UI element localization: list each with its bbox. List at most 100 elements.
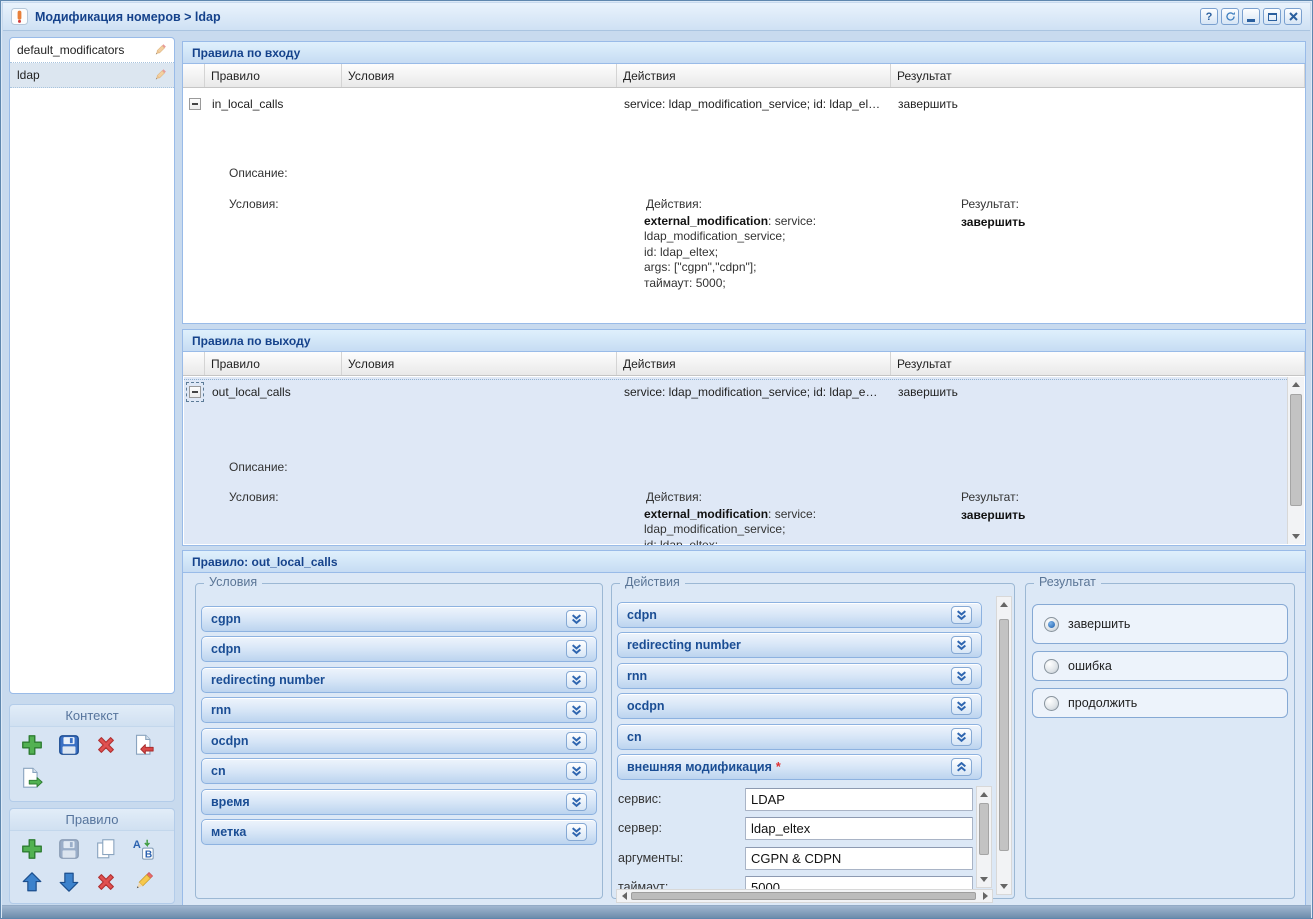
close-icon bbox=[1288, 12, 1298, 21]
table-row-selected[interactable]: out_local_calls service: ldap_modificati… bbox=[184, 379, 1287, 404]
action-bar-rnn[interactable]: rnn bbox=[617, 663, 982, 689]
save-context-button[interactable] bbox=[55, 731, 82, 758]
expand-chevron-icon[interactable] bbox=[951, 636, 972, 654]
move-down-button[interactable] bbox=[55, 868, 82, 895]
action-bar-redirecting-number[interactable]: redirecting number bbox=[617, 632, 982, 658]
expand-chevron-icon[interactable] bbox=[566, 640, 587, 658]
service-input[interactable] bbox=[745, 787, 973, 811]
column-header-actions[interactable]: Действия bbox=[617, 352, 891, 375]
edit-pencil-icon[interactable] bbox=[153, 68, 167, 82]
scroll-up-button[interactable] bbox=[1288, 377, 1304, 392]
radio-icon[interactable] bbox=[1044, 695, 1059, 711]
context-list: default_modificators ldap bbox=[9, 37, 175, 694]
condition-bar-rnn[interactable]: rnn bbox=[201, 697, 597, 723]
result-option-continue[interactable]: продолжить bbox=[1032, 688, 1288, 718]
help-button[interactable]: ? bbox=[1200, 8, 1218, 25]
refresh-button[interactable] bbox=[1221, 8, 1239, 25]
scroll-right-button[interactable] bbox=[978, 890, 992, 902]
import-context-button[interactable] bbox=[129, 731, 156, 758]
panel-rules-in: Правила по входу Правило Условия Действи… bbox=[182, 41, 1306, 324]
add-rule-button[interactable] bbox=[18, 835, 45, 862]
column-header-actions[interactable]: Действия bbox=[617, 64, 891, 87]
form-vertical-scrollbar[interactable] bbox=[976, 786, 992, 888]
actions-vertical-scrollbar[interactable] bbox=[996, 596, 1012, 895]
maximize-icon bbox=[1267, 12, 1277, 21]
expand-chevron-icon[interactable] bbox=[566, 701, 587, 719]
expand-chevron-icon[interactable] bbox=[951, 606, 972, 624]
expand-chevron-icon[interactable] bbox=[566, 762, 587, 780]
scroll-down-button[interactable] bbox=[977, 872, 991, 887]
rule-result-cell: завершить bbox=[898, 96, 958, 111]
expand-chevron-icon[interactable] bbox=[951, 728, 972, 746]
scrollbar-thumb[interactable] bbox=[1290, 394, 1302, 506]
detail-actions-label: Действия: bbox=[646, 490, 702, 504]
action-bar-ocdpn[interactable]: ocdpn bbox=[617, 693, 982, 719]
window-bottom-edge bbox=[2, 905, 1311, 918]
action-bar-external-modification[interactable]: внешняя модификация * bbox=[617, 754, 982, 780]
condition-bar-ocdpn[interactable]: ocdpn bbox=[201, 728, 597, 754]
radio-icon[interactable] bbox=[1044, 658, 1059, 674]
form-horizontal-scrollbar[interactable] bbox=[616, 889, 993, 903]
scrollbar-thumb[interactable] bbox=[631, 892, 976, 900]
delete-rule-button[interactable] bbox=[92, 868, 119, 895]
result-option-finish[interactable]: завершить bbox=[1032, 604, 1288, 644]
expand-chevron-icon[interactable] bbox=[951, 667, 972, 685]
radio-checked-icon[interactable] bbox=[1044, 616, 1059, 632]
server-input[interactable] bbox=[745, 816, 973, 840]
collapse-row-icon[interactable] bbox=[189, 386, 201, 398]
arguments-input[interactable] bbox=[745, 846, 973, 870]
condition-bar-cn[interactable]: cn bbox=[201, 758, 597, 784]
result-option-error[interactable]: ошибка bbox=[1032, 651, 1288, 681]
detail-description-label: Описание: bbox=[229, 460, 288, 474]
collapse-row-icon[interactable] bbox=[189, 97, 201, 110]
scroll-up-icon bbox=[1292, 382, 1300, 387]
expand-chevron-icon[interactable] bbox=[566, 671, 587, 689]
scroll-up-button[interactable] bbox=[997, 597, 1011, 612]
column-header-conditions[interactable]: Условия bbox=[342, 352, 617, 375]
maximize-button[interactable] bbox=[1263, 8, 1281, 25]
table-row[interactable]: in_local_calls service: ldap_modificatio… bbox=[184, 91, 1304, 116]
list-item-default-modificators[interactable]: default_modificators bbox=[10, 38, 174, 63]
column-header-result[interactable]: Результат bbox=[891, 64, 1305, 87]
expand-chevron-icon[interactable] bbox=[566, 732, 587, 750]
edit-pencil-icon[interactable] bbox=[153, 43, 167, 57]
action-bar-cdpn[interactable]: cdpn bbox=[617, 602, 982, 628]
add-context-button[interactable] bbox=[18, 731, 45, 758]
scroll-left-button[interactable] bbox=[617, 890, 631, 902]
expand-chevron-icon[interactable] bbox=[566, 823, 587, 841]
condition-bar-cdpn[interactable]: cdpn bbox=[201, 636, 597, 662]
scroll-down-button[interactable] bbox=[997, 879, 1011, 894]
column-header-conditions[interactable]: Условия bbox=[342, 64, 617, 87]
scroll-up-button[interactable] bbox=[977, 787, 991, 802]
edit-rule-button[interactable] bbox=[129, 868, 156, 895]
close-button[interactable] bbox=[1284, 8, 1302, 25]
save-rule-button[interactable] bbox=[55, 835, 82, 862]
condition-bar-label[interactable]: метка bbox=[201, 819, 597, 845]
expand-chevron-icon[interactable] bbox=[566, 610, 587, 628]
scroll-down-button[interactable] bbox=[1288, 529, 1304, 544]
expand-chevron-icon[interactable] bbox=[566, 793, 587, 811]
export-context-button[interactable] bbox=[18, 764, 45, 791]
scrollbar-thumb[interactable] bbox=[999, 619, 1009, 851]
fieldset-actions: Действия cdpn redirecting number rnn ocd… bbox=[611, 575, 1015, 903]
condition-bar-time[interactable]: время bbox=[201, 789, 597, 815]
import-icon bbox=[135, 734, 154, 755]
vertical-scrollbar[interactable] bbox=[1287, 377, 1304, 544]
scrollbar-thumb[interactable] bbox=[979, 803, 989, 855]
collapse-chevron-icon[interactable] bbox=[951, 758, 972, 776]
minimize-button[interactable] bbox=[1242, 8, 1260, 25]
delete-icon bbox=[97, 736, 114, 753]
move-up-button[interactable] bbox=[18, 868, 45, 895]
condition-bar-redirecting-number[interactable]: redirecting number bbox=[201, 667, 597, 693]
column-header-rule[interactable]: Правило bbox=[205, 64, 342, 87]
action-bar-cn[interactable]: cn bbox=[617, 724, 982, 750]
delete-context-button[interactable] bbox=[92, 731, 119, 758]
column-header-rule[interactable]: Правило bbox=[205, 352, 342, 375]
condition-bar-cgpn[interactable]: cgpn bbox=[201, 606, 597, 632]
column-header-result[interactable]: Результат bbox=[891, 352, 1305, 375]
list-item-ldap[interactable]: ldap bbox=[10, 63, 174, 88]
scroll-down-icon bbox=[1000, 884, 1008, 889]
expand-chevron-icon[interactable] bbox=[951, 697, 972, 715]
copy-rule-button[interactable] bbox=[92, 835, 119, 862]
